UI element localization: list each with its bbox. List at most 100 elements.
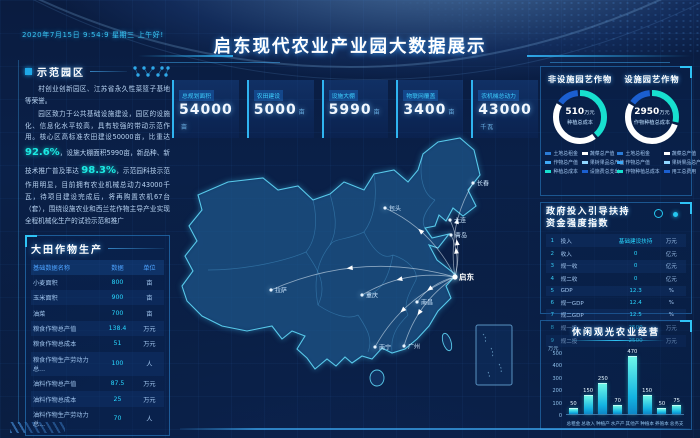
column-header: 基础数据名称: [31, 259, 101, 275]
city-label: 重庆: [366, 292, 378, 300]
legend-item: 土地总租金: [545, 150, 578, 157]
crops-table-body: 小麦面积 800 亩玉米面积 900 亩油菜 700 亩粮食作物总产值 138.4 万元 粮食作物…: [31, 275, 164, 431]
cell-value: 基础建设扶持: [614, 234, 657, 248]
donut-nonfacility: 非设施园艺作物 510万元 种植总成本 土地总租金 蔬菜总产值 作物总产值 果树果品总…: [544, 71, 624, 191]
legend-swatch: [663, 152, 670, 155]
cell-unit: %: [656, 309, 686, 322]
stats-row: 总规划面积 54000亩 农田建设 5000 亩设施大棚 5990 亩物联网覆盖 3400 亩农…: [172, 80, 538, 138]
bar-chart-title: 休闲观光农业经营: [571, 328, 660, 338]
legend-swatch: [617, 170, 624, 173]
city-dot-icon: [449, 233, 453, 237]
cell-name: 油料作物生产劳动力总...: [33, 411, 89, 428]
table-row: 8 规一投 2500 万元: [546, 322, 686, 335]
city-label: 南宁: [379, 344, 391, 352]
cell-name: 小麦面积: [33, 279, 58, 287]
donut-center-label: 种植总成本: [567, 120, 593, 126]
stat-value: 43000千瓦: [478, 102, 532, 132]
left-column: 示范园区 村创业创新园区、江苏省永久性菜篮子基地等荣誉。 园区致力于公共基础设施…: [18, 60, 170, 437]
stat-value: 54000亩: [179, 102, 233, 132]
city-dot-icon: [383, 206, 387, 210]
donut-center-value: 2950万元: [634, 107, 670, 117]
cell-value: 800: [111, 278, 124, 286]
legend-swatch: [617, 161, 624, 164]
cell-value: 12.5: [614, 309, 657, 322]
crops-table: 基础数据名称 数据 单位 小麦面积 800 亩玉米面积 900 亩油菜 700 亩粮食作物总产值…: [31, 259, 164, 431]
stat-card: 农田建设 5000 亩: [246, 80, 314, 138]
cell-unit: 万元: [134, 320, 164, 337]
city-marker-南昌[interactable]: 南昌: [415, 299, 433, 307]
city-marker-大连[interactable]: 大连: [448, 217, 466, 225]
bar-group: 50: [657, 401, 667, 414]
cell-unit: %: [668, 299, 674, 306]
park-description: 村创业创新园区、江苏省永久性菜篮子基地等荣誉。 园区致力于公共基础设施建设，园区…: [25, 85, 170, 225]
city-label: 包头: [389, 205, 401, 213]
bar-chart: 万元 500 400 300 200 100 0 50 150 250 70 470 150 50 75…: [546, 345, 686, 427]
donut-center-value: 510万元: [565, 107, 595, 117]
hatch-decoration: [10, 422, 65, 433]
flight-path: [450, 234, 458, 278]
cell-name: 粮食作物总成本: [33, 341, 77, 349]
x-tick-label: 总务支: [669, 422, 684, 427]
cell-name: 油料作物总成本: [31, 391, 101, 407]
cell-name: 粮食作物总产值: [31, 320, 101, 337]
y-tick-label: 0: [558, 413, 562, 419]
circuit-dots-icon: [133, 66, 170, 77]
bar-value-label: 50: [570, 400, 577, 407]
donut-segment: [553, 90, 607, 144]
title-rule: [90, 71, 127, 72]
legend-swatch: [581, 152, 588, 155]
donut-segment: [553, 90, 607, 144]
title-subline-left: [160, 62, 280, 63]
leisure-agriculture-panel: 休闲观光农业经营 万元 500 400 300 200 100 0 50 150 250 70 4…: [540, 320, 692, 430]
x-tick-label: 总收入: [581, 422, 596, 427]
y-tick-label: 500: [552, 351, 562, 357]
bar-group: 470: [627, 349, 637, 414]
bar: [613, 405, 623, 414]
bar: [642, 395, 652, 414]
bar: [568, 407, 578, 414]
crops-table-header: 基础数据名称 数据 单位: [31, 259, 164, 275]
cell-index: 9: [546, 334, 559, 348]
city-marker-广州[interactable]: 广州: [402, 343, 420, 351]
table-row: 粮食作物总成本 51 万元: [31, 336, 164, 351]
cell-value: 87.5: [110, 380, 125, 388]
stat-card: 农机械总动力 43000千瓦: [471, 80, 538, 138]
legend-label: 作物种植总成本: [625, 169, 660, 175]
highlight-percent-2: 98.3%: [81, 165, 116, 177]
stat-label: 农机械总动力: [478, 90, 519, 101]
title-line-right: [527, 55, 692, 57]
city-marker-重庆[interactable]: 重庆: [360, 292, 378, 300]
stat-label: 农田建设: [253, 90, 283, 101]
stat-unit: 亩: [181, 124, 189, 132]
legend-item: 蔬菜总产值: [581, 150, 624, 157]
city-marker-长春[interactable]: 长春: [471, 180, 489, 188]
cell-unit: 亿元: [665, 277, 677, 284]
crops-panel: 大田作物生产 基础数据名称 数据 单位 小麦面积 800 亩玉米面积 900 亩油菜 700 亩…: [25, 234, 170, 437]
city-marker-南宁[interactable]: 南宁: [373, 344, 391, 352]
horticulture-panel: 非设施园艺作物 510万元 种植总成本 土地总租金 蔬菜总产值 作物总产值 果树果品总…: [540, 66, 700, 196]
legend-swatch: [663, 161, 670, 164]
table-row: 7 规二GDP 12.5%: [546, 309, 686, 322]
city-marker-拉萨[interactable]: 拉萨: [269, 287, 287, 295]
stat-value: 5000 亩: [253, 102, 306, 118]
table-row: 4 规二收 0 亿元: [546, 273, 686, 286]
cell-name: 规二收: [560, 277, 578, 284]
y-tick-label: 400: [552, 363, 562, 370]
cell-value: 2500: [628, 325, 643, 332]
cell-value: 2500: [614, 334, 657, 348]
legend-label: 作物总产值: [553, 160, 578, 166]
legend-item: 作物种植总成本: [617, 168, 660, 175]
cell-unit: 万元: [665, 326, 677, 333]
province-borders: [207, 153, 436, 354]
column-header: 数据: [100, 259, 135, 275]
table-row: 油料作物生产劳动力总... 70 人: [31, 407, 164, 431]
gov-panel-title: 政府投入引导扶持 资金强度指数: [546, 207, 631, 229]
city-marker-启东[interactable]: 启东: [452, 272, 474, 282]
city-marker-包头[interactable]: 包头: [383, 205, 401, 213]
table-row: 2 收入 0 亿元: [546, 247, 686, 260]
legend-label: 蔬菜总产值: [671, 151, 697, 157]
taiwan-island: [441, 332, 453, 352]
flight-arrow-icon: [418, 228, 425, 235]
city-marker-青岛[interactable]: 青岛: [449, 232, 467, 240]
city-label: 长春: [477, 180, 489, 188]
